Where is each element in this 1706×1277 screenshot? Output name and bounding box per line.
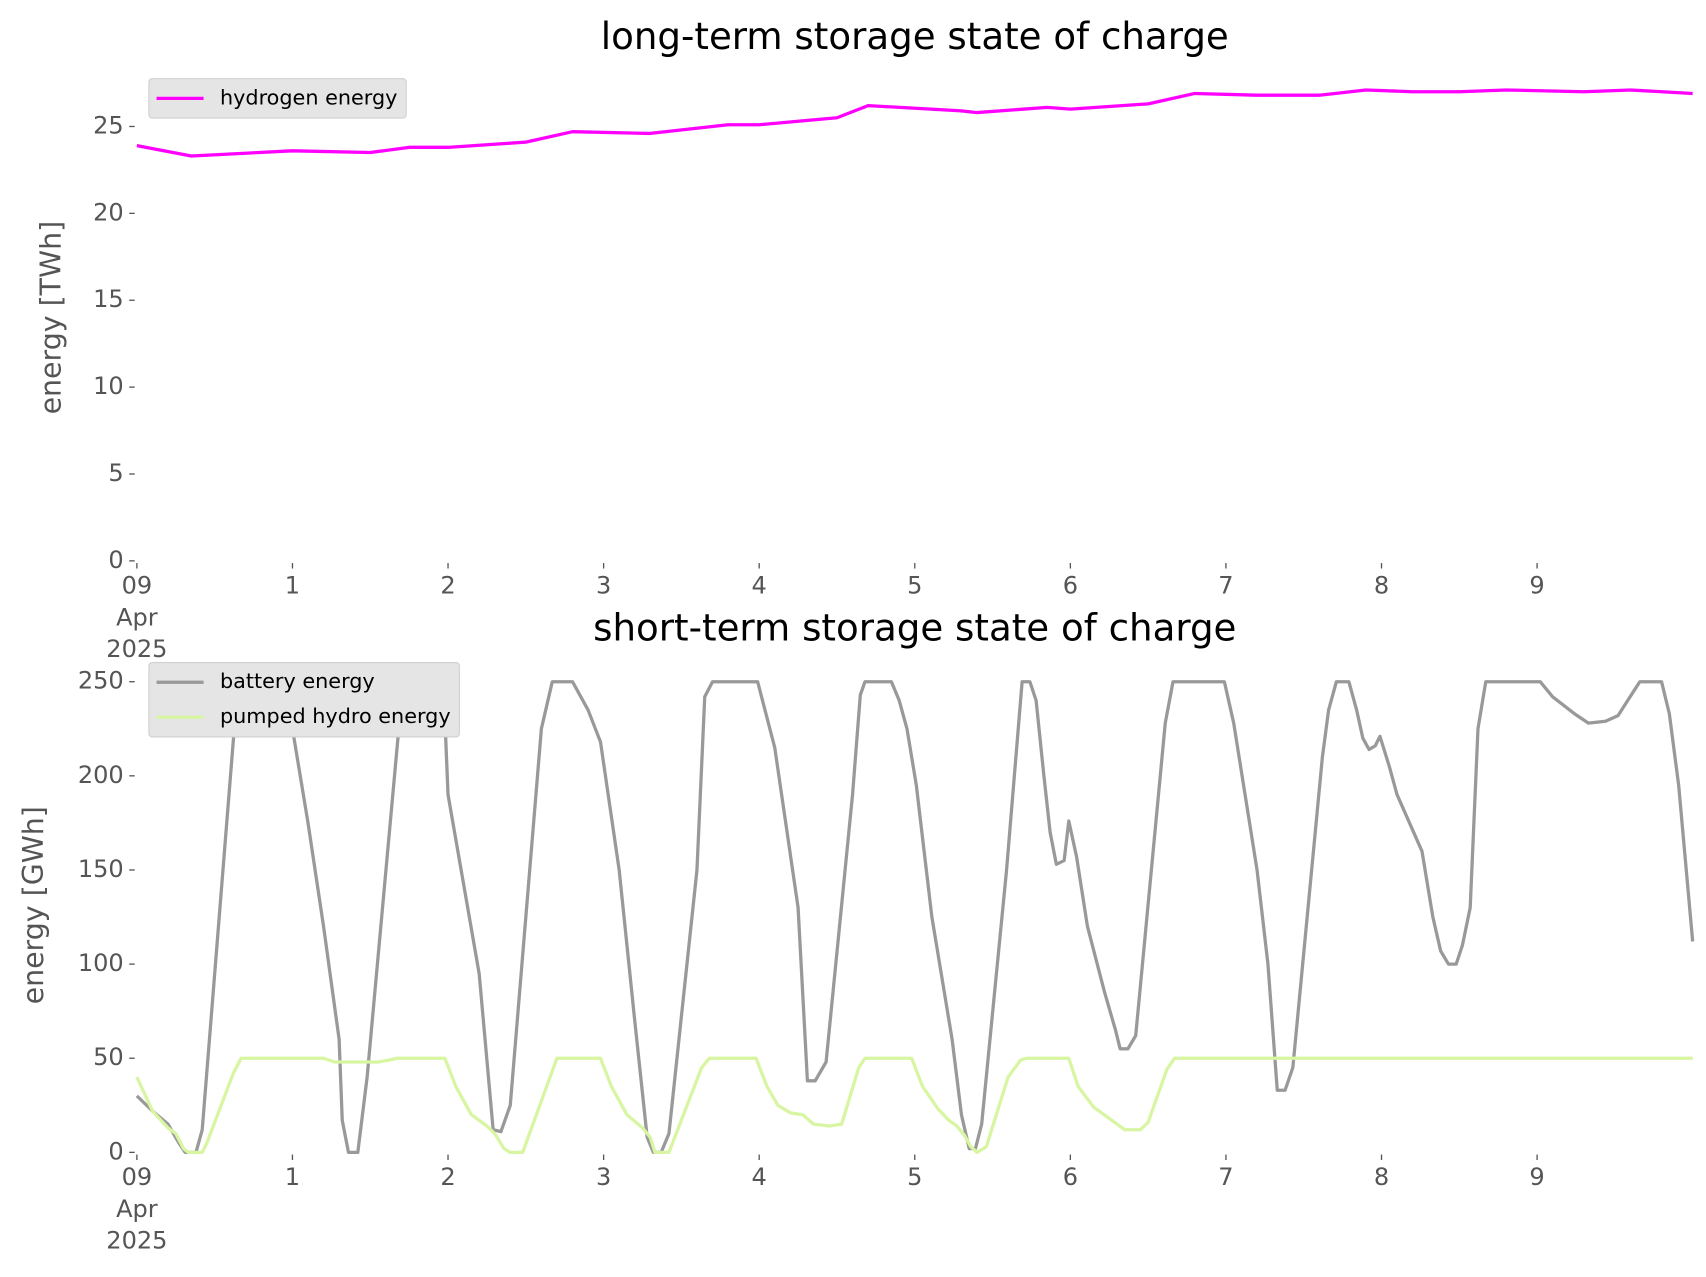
x-tick-label: 6 [1063,1163,1078,1191]
x-tick-label: 2 [440,572,455,600]
x-tick-label-line: 2025 [106,635,167,663]
x-tick-label: 9 [1529,572,1544,600]
x-tick-label: 8 [1374,572,1389,600]
y-tick-label: 20 [93,198,124,226]
x-tick-label: 5 [907,1163,922,1191]
x-tick-label-line: Apr [116,603,158,631]
series-line [135,1056,1693,1155]
legend-box [148,662,460,738]
chart-title: short-term storage state of charge [593,605,1236,649]
y-axis-label: energy [TWh] [35,221,68,415]
y-tick-label: 25 [93,111,124,139]
y-tick-label: 0 [108,546,123,574]
x-tick-label: 7 [1218,572,1233,600]
x-tick-label: 2 [440,1163,455,1191]
x-tick-label: 8 [1374,1163,1389,1191]
x-tick-label: 9 [1529,1163,1544,1191]
legend: hydrogen energy [148,78,407,119]
x-tick-label-line: 09 [122,572,153,600]
y-tick-label: 50 [93,1043,124,1071]
x-tick-label: 6 [1063,572,1078,600]
y-axis-label: energy [GWh] [17,806,50,1004]
series-line [136,88,1693,158]
legend-box [148,78,407,119]
x-tick-label: 4 [752,572,767,600]
x-tick-label-line: Apr [116,1195,158,1223]
y-tick-label: 10 [93,372,124,400]
x-tick-label: 5 [907,572,922,600]
x-tick-label-line: 09 [122,1163,153,1191]
x-tick-label: 09 Apr 2025 [106,572,167,663]
y-tick-label: 150 [78,855,124,883]
x-tick-label-line: 2025 [106,1227,167,1255]
legend: battery energy pumped hydro energy [148,662,460,738]
y-tick-label: 15 [93,285,124,313]
y-tick-label: 250 [78,667,124,695]
y-tick-label: 100 [78,949,124,977]
x-tick-label: 1 [285,572,300,600]
y-tick-label: 5 [108,459,123,487]
legend-label: hydrogen energy [220,85,397,109]
x-tick-label: 3 [596,572,611,600]
x-tick-label: 7 [1218,1163,1233,1191]
x-tick-label: 09 Apr 2025 [106,1163,167,1254]
chart-title: long-term storage state of charge [601,14,1229,58]
x-tick-label: 1 [285,1163,300,1191]
x-tick-label: 3 [596,1163,611,1191]
y-tick-label: 0 [108,1137,123,1165]
series-line [135,680,1695,1155]
legend-label: battery energy [220,669,375,693]
y-tick-label: 200 [78,761,124,789]
x-tick-label: 4 [752,1163,767,1191]
legend-label: pumped hydro energy [220,704,451,728]
